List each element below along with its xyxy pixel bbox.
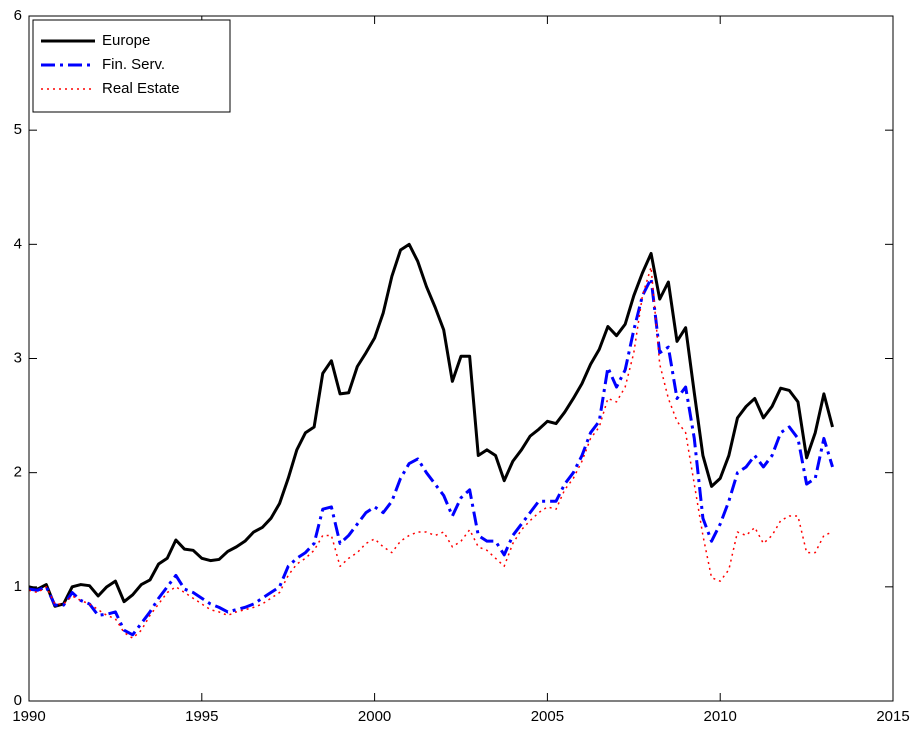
y-tick-label: 4 bbox=[14, 235, 22, 252]
y-tick-label: 5 bbox=[14, 121, 22, 138]
legend: Europe Fin. Serv. Real Estate bbox=[32, 19, 231, 113]
x-tick-label: 2000 bbox=[358, 708, 391, 725]
x-tick-label: 2005 bbox=[531, 708, 564, 725]
x-tick-label: 1990 bbox=[12, 708, 45, 725]
legend-label: Real Estate bbox=[102, 80, 180, 97]
series-line bbox=[28, 242, 834, 608]
legend-label: Europe bbox=[102, 32, 150, 49]
legend-label: Fin. Serv. bbox=[102, 56, 165, 73]
series-line bbox=[28, 266, 833, 639]
y-tick-label: 0 bbox=[14, 692, 22, 709]
y-tick-label: 2 bbox=[14, 464, 22, 481]
legend-box bbox=[32, 19, 231, 113]
y-tick-label: 1 bbox=[14, 578, 22, 595]
y-tick-label: 3 bbox=[14, 349, 22, 366]
y-tick-label: 6 bbox=[14, 7, 22, 24]
x-tick-label: 2010 bbox=[704, 708, 737, 725]
x-tick-label: 2015 bbox=[876, 708, 909, 725]
x-tick-label: 1995 bbox=[185, 708, 218, 725]
axes-box bbox=[28, 15, 894, 702]
series-line bbox=[28, 277, 834, 637]
